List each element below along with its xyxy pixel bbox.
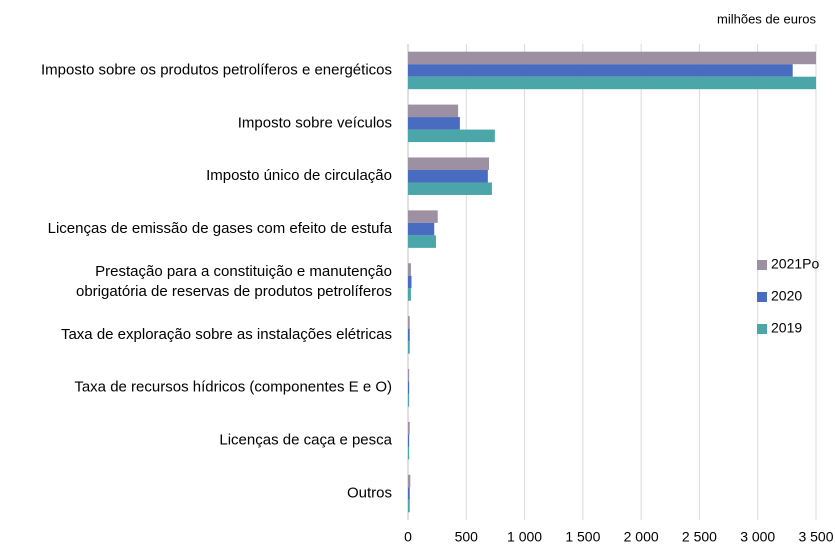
x-tick-label: 2 000	[624, 529, 659, 545]
x-tick-label: 1 000	[507, 529, 542, 545]
x-tick-label: 2 500	[682, 529, 717, 545]
bar	[408, 499, 410, 513]
category-label: Taxa de exploração sobre as instalações …	[61, 326, 392, 343]
category-label: Outros	[347, 485, 392, 502]
category-label: Imposto sobre os produtos petrolíferos e…	[41, 61, 392, 78]
bar	[408, 263, 411, 276]
bar	[408, 341, 410, 354]
x-tick-label: 1 500	[565, 529, 600, 545]
category-label: Prestação para a constituição e manutenç…	[76, 263, 392, 300]
bar	[408, 51, 816, 65]
bar	[408, 394, 410, 407]
category-label: Taxa de recursos hídricos (componentes E…	[74, 379, 392, 396]
bar	[408, 222, 435, 236]
legend-label: 2020	[771, 288, 802, 304]
bar	[408, 117, 460, 130]
category-label: Imposto sobre veículos	[238, 114, 392, 131]
bar	[408, 76, 816, 90]
bar	[408, 169, 488, 183]
legend-label: 2019	[771, 320, 802, 336]
unit-label: milhões de euros	[717, 11, 816, 26]
bar	[408, 487, 410, 500]
bar	[408, 421, 410, 435]
bar	[408, 104, 459, 118]
bar	[408, 157, 490, 170]
bar	[408, 316, 410, 329]
legend-swatch	[757, 260, 767, 270]
x-tick-label: 500	[455, 529, 479, 545]
bar	[408, 288, 411, 301]
legend-swatch	[757, 292, 767, 302]
bar	[408, 434, 410, 447]
x-tick-label: 3 000	[740, 529, 775, 545]
bar	[408, 474, 411, 488]
bar	[408, 182, 492, 195]
bar	[408, 369, 410, 382]
legend-swatch	[757, 324, 767, 334]
bar	[408, 446, 410, 460]
x-tick-label: 3 500	[798, 529, 833, 545]
bar	[408, 275, 412, 289]
bar	[408, 328, 410, 342]
category-label: Licenças de emissão de gases com efeito …	[48, 220, 393, 237]
category-label: Licenças de caça e pesca	[219, 432, 392, 449]
legend-label: 2021Po	[771, 256, 819, 272]
bar	[408, 381, 410, 395]
bar	[408, 210, 438, 223]
category-label: Imposto único de circulação	[206, 167, 392, 184]
bar	[408, 64, 793, 77]
bar	[408, 129, 495, 143]
bar	[408, 235, 436, 248]
x-tick-label: 0	[404, 529, 412, 545]
